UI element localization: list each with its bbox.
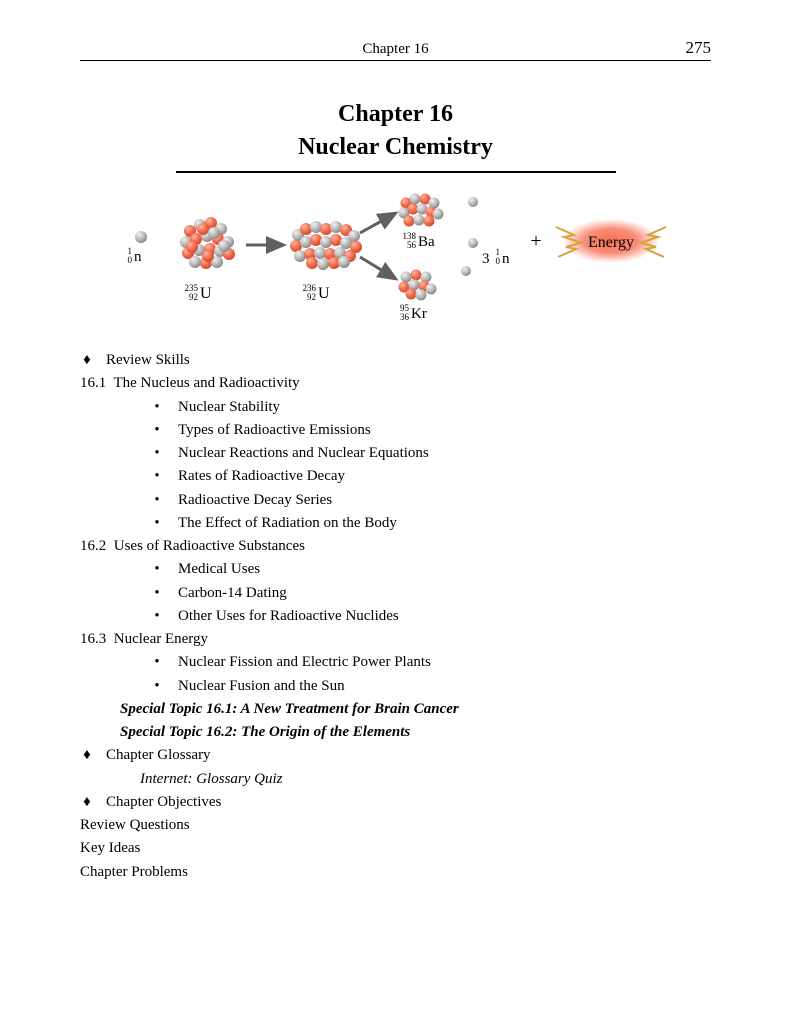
outline-text: Chapter Objectives <box>106 791 221 814</box>
section-16-2: 16.2 Uses of Radioactive Substances <box>80 535 711 558</box>
outline-objectives: ♦ Chapter Objectives <box>80 791 711 814</box>
outline-subitem: • Nuclear Reactions and Nuclear Equations <box>150 442 711 465</box>
running-header: Chapter 16 275 <box>80 38 711 61</box>
special-topic-1: Special Topic 16.1: A New Treatment for … <box>120 698 711 721</box>
bullet-icon: • <box>150 582 164 605</box>
section-16-1: 16.1 The Nucleus and Radioactivity <box>80 372 711 395</box>
svg-text:Ba: Ba <box>418 234 435 250</box>
bullet-icon: • <box>150 605 164 628</box>
chapter-number-title: Chapter 16 <box>176 101 616 128</box>
outline-subitem-text: Nuclear Fission and Electric Power Plant… <box>178 651 431 674</box>
svg-text:3: 3 <box>482 251 490 267</box>
section-number: 16.2 <box>80 535 110 558</box>
outline-text: Chapter Glossary <box>106 744 211 767</box>
svg-text:0: 0 <box>127 255 132 265</box>
bullet-icon: • <box>150 558 164 581</box>
svg-text:92: 92 <box>307 292 316 302</box>
diamond-icon: ♦ <box>80 349 94 372</box>
diamond-icon: ♦ <box>80 744 94 767</box>
title-block: Chapter 16 Nuclear Chemistry <box>176 101 616 161</box>
section-number: 16.1 <box>80 372 110 395</box>
svg-text:56: 56 <box>407 240 417 250</box>
outline-subitem: • Nuclear Stability <box>150 396 711 419</box>
svg-text:Kr: Kr <box>411 306 427 322</box>
review-questions: Review Questions <box>80 814 711 837</box>
outline-subitem-text: Nuclear Stability <box>178 396 280 419</box>
special-topic-2: Special Topic 16.2: The Origin of the El… <box>120 721 711 744</box>
internet-glossary-quiz: Internet: Glossary Quiz <box>140 768 711 791</box>
outline-subitem-text: Types of Radioactive Emissions <box>178 419 371 442</box>
page: Chapter 16 275 Chapter 16 Nuclear Chemis… <box>0 0 791 924</box>
section-number: 16.3 <box>80 628 110 651</box>
bullet-icon: • <box>150 465 164 488</box>
title-rule <box>176 171 616 173</box>
outline-subitem-text: Radioactive Decay Series <box>178 489 332 512</box>
section-title: Uses of Radioactive Substances <box>114 538 305 554</box>
svg-text:+: + <box>530 230 541 252</box>
svg-text:U: U <box>200 285 212 302</box>
outline-subitem: • Rates of Radioactive Decay <box>150 465 711 488</box>
bullet-icon: • <box>150 396 164 419</box>
outline-subitem: • Radioactive Decay Series <box>150 489 711 512</box>
outline-subitem: • The Effect of Radiation on the Body <box>150 512 711 535</box>
outline-subitem-text: Nuclear Reactions and Nuclear Equations <box>178 442 429 465</box>
bullet-icon: • <box>150 651 164 674</box>
section-title: Nuclear Energy <box>114 631 208 647</box>
outline-subitem-text: Carbon-14 Dating <box>178 582 287 605</box>
chapter-name: Nuclear Chemistry <box>176 134 616 161</box>
section-16-3: 16.3 Nuclear Energy <box>80 628 711 651</box>
svg-text:U: U <box>318 285 330 302</box>
bullet-icon: • <box>150 489 164 512</box>
outline-subitem-text: The Effect of Radiation on the Body <box>178 512 397 535</box>
outline-subitem: • Carbon-14 Dating <box>150 582 711 605</box>
svg-text:36: 36 <box>400 312 410 322</box>
outline-subitem-text: Rates of Radioactive Decay <box>178 465 345 488</box>
outline-glossary: ♦ Chapter Glossary <box>80 744 711 767</box>
outline-subitem: • Nuclear Fission and Electric Power Plan… <box>150 651 711 674</box>
section-title: The Nucleus and Radioactivity <box>113 375 299 391</box>
bullet-icon: • <box>150 442 164 465</box>
page-number: 275 <box>651 38 711 58</box>
bullet-icon: • <box>150 675 164 698</box>
svg-text:0: 0 <box>495 256 500 266</box>
outline-text: Review Skills <box>106 349 190 372</box>
chapter-problems: Chapter Problems <box>80 861 711 884</box>
outline-subitem-text: Other Uses for Radioactive Nuclides <box>178 605 399 628</box>
key-ideas: Key Ideas <box>80 837 711 860</box>
outline-subitem: • Types of Radioactive Emissions <box>150 419 711 442</box>
outline-subitem-text: Nuclear Fusion and the Sun <box>178 675 345 698</box>
outline-review-skills: ♦ Review Skills <box>80 349 711 372</box>
bullet-icon: • <box>150 419 164 442</box>
outline-subitem: • Medical Uses <box>150 558 711 581</box>
svg-text:92: 92 <box>189 292 198 302</box>
bullet-icon: • <box>150 512 164 535</box>
chapter-outline: ♦ Review Skills 16.1 The Nucleus and Rad… <box>80 349 711 884</box>
fission-diagram: + Energy 1 0 n 235 92 U 236 <box>116 187 676 327</box>
diamond-icon: ♦ <box>80 791 94 814</box>
outline-subitem: • Nuclear Fusion and the Sun <box>150 675 711 698</box>
outline-subitem: • Other Uses for Radioactive Nuclides <box>150 605 711 628</box>
energy-label: Energy <box>588 234 634 251</box>
svg-text:n: n <box>502 251 510 267</box>
header-chapter: Chapter 16 <box>140 41 651 58</box>
outline-subitem-text: Medical Uses <box>178 558 260 581</box>
svg-text:n: n <box>134 249 142 265</box>
